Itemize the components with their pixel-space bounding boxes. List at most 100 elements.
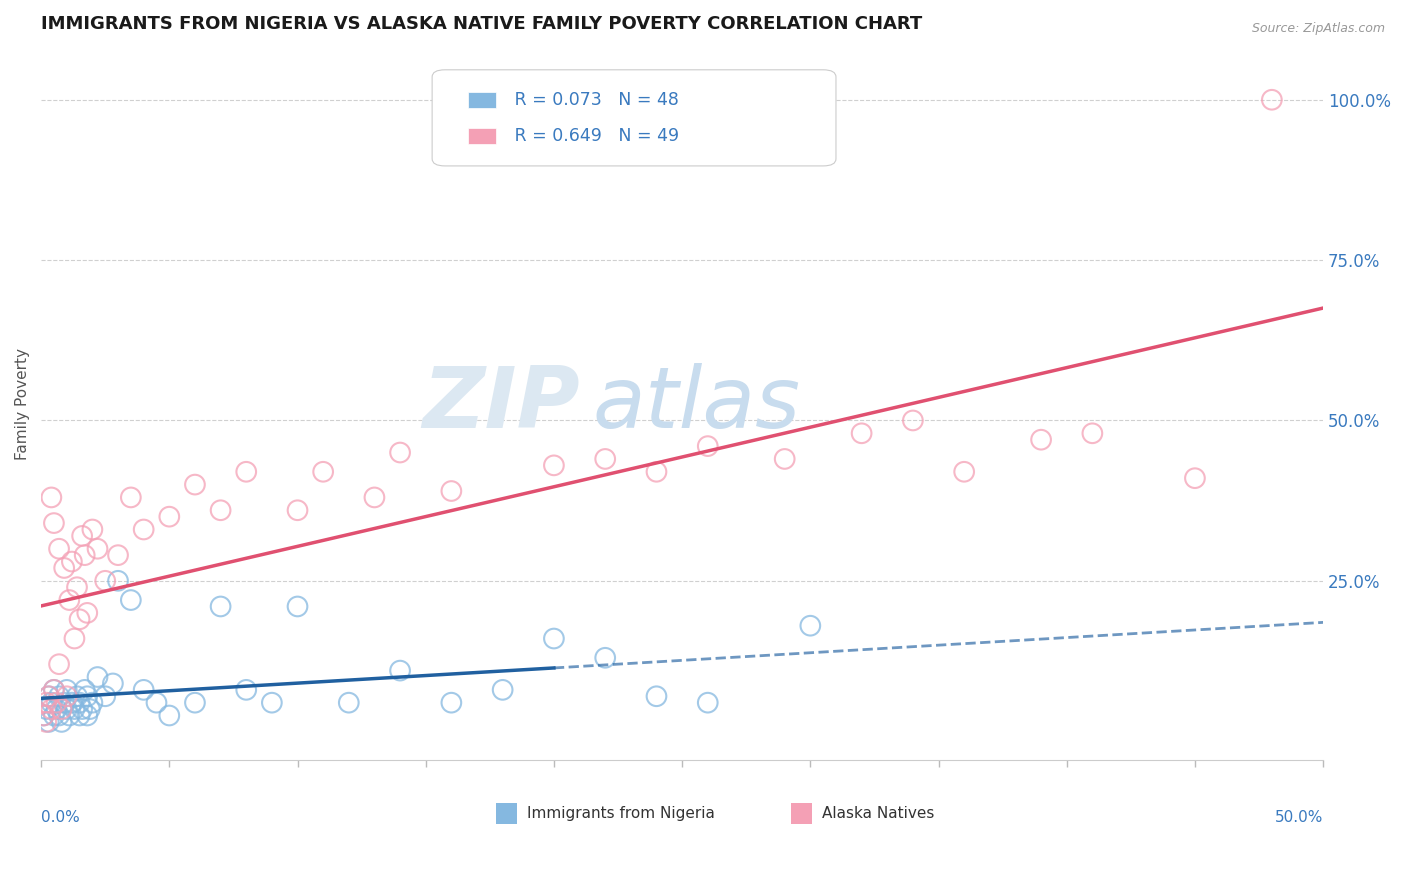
Point [60,696,83,710]
Point [157,509,180,524]
Point [63,702,86,716]
Point [593,650,616,665]
Y-axis label: Family Poverty: Family Poverty [15,349,30,460]
Point [260,696,283,710]
Point [66,580,89,594]
Point [312,465,335,479]
Point [53,561,76,575]
Point [491,682,513,697]
Point [184,696,207,710]
Text: R = 0.073   N = 48: R = 0.073 N = 48 [509,91,679,109]
Point [58,593,80,607]
Point [851,426,873,441]
Point [287,599,309,614]
Point [42,682,65,697]
Point [51,714,73,729]
Point [42,708,65,723]
Point [132,523,155,537]
Text: R = 0.649   N = 49: R = 0.649 N = 49 [509,127,679,145]
Point [76,606,98,620]
Point [337,696,360,710]
Point [79,702,101,716]
Text: 50.0%: 50.0% [1275,810,1323,825]
Point [184,477,207,491]
Point [389,445,412,459]
Point [209,599,232,614]
Point [953,465,976,479]
Text: IMMIGRANTS FROM NIGERIA VS ALASKA NATIVE FAMILY POVERTY CORRELATION CHART: IMMIGRANTS FROM NIGERIA VS ALASKA NATIVE… [41,15,922,33]
Point [132,682,155,697]
Point [41,702,63,716]
Point [70,702,93,716]
Point [120,491,142,505]
Point [51,702,73,716]
Point [696,696,718,710]
Point [32,708,55,723]
Point [55,690,77,704]
Point [45,702,67,716]
Point [41,491,63,505]
Point [901,413,924,427]
Text: ZIP: ZIP [422,363,579,446]
Point [86,541,108,556]
Point [593,452,616,467]
Point [58,708,80,723]
Point [48,690,70,704]
Point [287,503,309,517]
Bar [468,128,496,144]
FancyBboxPatch shape [432,70,837,166]
Point [543,632,565,646]
Point [94,690,117,704]
Point [1081,426,1104,441]
Point [145,696,167,710]
Point [773,452,796,467]
Point [107,548,129,562]
Point [60,555,83,569]
Point [63,632,86,646]
Point [48,657,70,672]
Point [799,618,821,632]
Bar [792,803,811,824]
Point [38,690,60,704]
Point [48,708,70,723]
Point [120,593,142,607]
Point [440,483,463,498]
Point [107,574,129,588]
Point [38,690,60,704]
Point [1029,433,1052,447]
Point [42,516,65,530]
Point [389,664,412,678]
Text: Immigrants from Nigeria: Immigrants from Nigeria [527,806,714,822]
Point [1261,93,1284,107]
Bar [496,803,517,824]
Point [69,612,91,626]
Point [235,682,257,697]
Point [53,696,76,710]
Point [645,690,668,704]
Text: Alaska Natives: Alaska Natives [823,806,934,822]
Point [82,696,104,710]
Point [45,696,67,710]
Point [66,690,89,704]
Point [35,714,58,729]
Point [69,696,91,710]
Point [94,574,117,588]
Point [101,676,124,690]
Bar [468,92,496,108]
Point [42,682,65,697]
Point [70,529,93,543]
Point [69,708,91,723]
Point [55,702,77,716]
Text: Source: ZipAtlas.com: Source: ZipAtlas.com [1251,22,1385,36]
Point [35,696,58,710]
Point [38,714,60,729]
Point [157,708,180,723]
Point [209,503,232,517]
Text: atlas: atlas [592,363,800,446]
Point [32,708,55,723]
Point [76,690,98,704]
Point [86,670,108,684]
Point [35,702,58,716]
Point [55,682,77,697]
Point [48,541,70,556]
